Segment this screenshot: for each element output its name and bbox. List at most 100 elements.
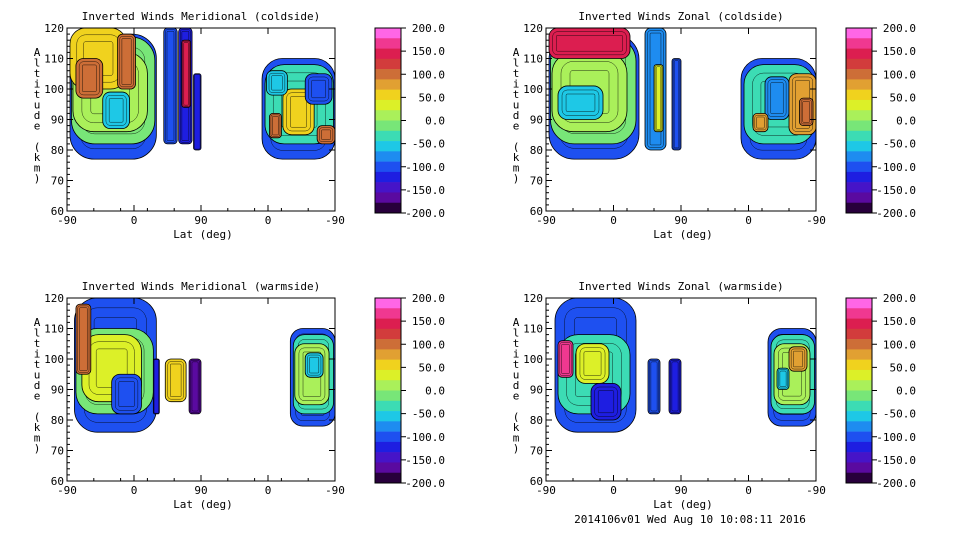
y-axis-label-char: d [513,109,520,122]
y-tick-label: 90 [51,384,64,397]
colorbar-segment [846,38,872,49]
contour-line [556,35,623,52]
y-axis-label-char: u [513,369,520,382]
y-axis-label-char: u [34,369,41,382]
chart-title: Inverted Winds Meridional (coldside) [82,10,320,23]
contour-line [190,360,200,413]
contour-region [181,39,191,108]
colorbar-segment [846,79,872,90]
contour-region [164,358,187,403]
y-tick-label: 110 [523,323,543,336]
contour-line [756,116,765,129]
x-axis-label: Lat (deg) [173,498,233,511]
x-tick-label: 0 [610,214,617,227]
colorbar: 200.0 150.0 100.0 50.0 0.0 -50.0 -100.0 -150.0 -… [845,292,917,490]
contour-line [166,30,175,141]
colorbar-segment [375,58,401,70]
y-axis-label-char: e [34,120,41,133]
colorbar-segment [375,79,401,90]
y-tick-label: 70 [51,445,64,458]
y-axis-label-char: u [513,99,520,112]
contour-line [183,42,189,106]
contour-region [671,58,682,151]
y-axis-label-char: i [513,348,520,361]
colorbar-segment [846,359,872,371]
x-tick-label: 0 [265,214,272,227]
contour-line [286,92,311,132]
contour-line [672,59,681,150]
colorbar-tick-label: -50.0 [883,138,916,151]
x-tick-label: -90 [57,214,77,227]
y-axis-label-char: t [513,67,520,80]
colorbar-segment [846,369,872,381]
y-tick-label: 70 [530,445,543,458]
contour-line [671,361,679,412]
x-tick-label: 0 [131,214,138,227]
colorbar-segment [375,400,401,412]
colorbar-tick-label: 100.0 [412,338,445,351]
contour-line [770,82,784,114]
plot-area [69,28,335,160]
colorbar-segment [846,141,872,152]
contour-region [653,64,664,133]
colorbar-segment [846,58,872,70]
x-tick-label: 90 [674,214,687,227]
colorbar-segment [846,472,872,484]
contour-region [304,352,324,378]
x-tick-label: -90 [325,484,345,497]
colorbar-tick-label: 50.0 [890,361,917,374]
colorbar-segment [846,390,872,402]
y-axis-label-char: m [513,432,520,445]
colorbar-tick-label: -150.0 [876,184,916,197]
x-tick-label: -90 [806,214,826,227]
y-tick-label: 60 [530,475,543,488]
contour-line [165,29,176,143]
y-axis-label-char: l [34,327,41,340]
y-axis-label-char: e [513,120,520,133]
colorbar-segment [375,390,401,402]
y-axis-label-char: i [513,78,520,91]
contour-line [105,95,127,126]
y-axis-label-char: u [34,99,41,112]
contour-region [304,73,333,105]
x-tick-label: 90 [674,484,687,497]
colorbar-segment [846,28,872,39]
colorbar-segment [846,431,872,443]
contour-line [118,381,135,408]
colorbar-tick-label: -100.0 [876,161,916,174]
y-tick-label: 90 [530,114,543,127]
y-axis-label-char: ) [513,172,520,185]
colorbar-segment [375,151,401,162]
y-axis-label-char: d [513,379,520,392]
y-axis-label-char: A [513,316,520,329]
colorbar-tick-label: -200.0 [876,207,916,220]
plot-area [548,28,816,160]
chart-panel-4: Inverted Winds Zonal (warmside) -90 0 90 0 -9… [513,280,916,511]
colorbar-tick-label: 0.0 [896,385,916,398]
chart-title: Inverted Winds Zonal (coldside) [578,10,783,23]
y-axis-label-char: l [513,57,520,70]
colorbar-tick-label: 100.0 [883,338,916,351]
y-axis-label-char: e [34,390,41,403]
y-tick-label: 80 [530,414,543,427]
contour-region [788,346,808,372]
colorbar-segment [846,308,872,319]
colorbar-tick-label: -100.0 [405,161,445,174]
colorbar-segment [375,99,401,111]
colorbar-tick-label: 150.0 [883,45,916,58]
contour-line [597,390,615,414]
y-axis-label-char: ) [34,442,41,455]
colorbar-tick-label: 50.0 [890,91,917,104]
colorbar-segment [846,130,872,142]
contour-line [270,114,281,137]
y-axis-label-char: t [513,88,520,101]
contour-region [111,373,142,415]
colorbar-segment [846,441,872,453]
plot-area [554,298,816,433]
contour-region [193,73,202,151]
colorbar-segment [375,141,401,152]
y-axis-label-char: ) [513,442,520,455]
colorbar-tick-label: -50.0 [883,408,916,421]
contour-region [188,358,202,415]
